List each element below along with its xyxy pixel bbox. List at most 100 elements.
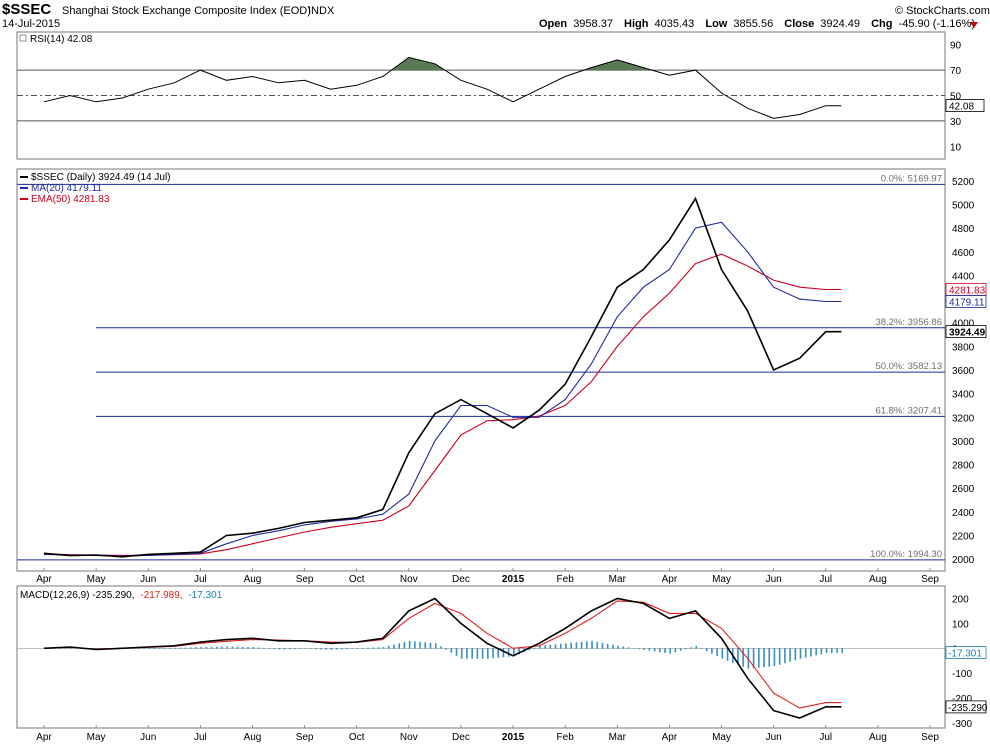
macd-histogram-bar [726,648,729,661]
macd-histogram-bar [539,645,541,649]
x-tick-label: Mar [609,574,627,585]
macd-histogram-bar [169,647,171,649]
price-tick-label: 2200 [952,532,975,543]
macd-histogram-bar [445,648,447,650]
macd-histogram-bar [580,641,583,649]
x-tick-label: Oct [349,732,365,743]
macd-histogram-bar [825,648,828,654]
x-tick-label: Apr [662,732,678,743]
fib-label: 61.8%: 3207.41 [875,405,942,416]
macd-histogram-bar [591,640,593,649]
macd-histogram-bar [262,647,265,649]
macd-histogram-bar [742,648,744,667]
x-tick-label: Mar [609,732,627,743]
x-tick-label: Jun [140,732,156,743]
price-tick-label: 4400 [952,271,975,282]
x-tick-label: 2015 [502,732,525,743]
macd-histogram-bar [487,648,489,659]
chg-value: -45.90 (-1.16%) [899,18,975,30]
x-tick-label: Apr [36,574,52,585]
macd-histogram-bar [570,642,572,649]
macd-histogram-bar [492,648,494,659]
rsi-value-box-frame [945,99,985,112]
macd-histogram-bar [554,644,557,649]
macd-histogram-bar [387,645,390,649]
hist-label: -17.301 [188,590,222,601]
macd-histogram-bar [377,647,380,649]
macd-histogram-bar [716,648,718,657]
x-tick-label: Jul [194,732,207,743]
macd-value-box: -17.301 [945,646,987,660]
macd-histogram-bar [778,648,781,665]
macd-histogram-bar [163,647,166,649]
macd-histogram-bar [257,647,260,649]
macd-histogram-bar [622,646,625,649]
price-tick-label: 3800 [952,342,975,353]
macd-histogram-bar [288,648,291,650]
price-value-box: 4179.11 [945,295,987,309]
macd-histogram-bar [638,648,640,650]
price-tick-label: 4800 [952,224,975,235]
macd-histogram-bar [424,642,427,649]
price-value-box: 3924.49 [945,325,987,339]
price-legend: $SSEC (Daily) 3924.49 (14 Jul) MA(20) 41… [20,172,171,205]
macd-histogram-bar [476,648,479,659]
macd-histogram-bar [429,642,432,649]
close-value: 3924.49 [820,18,860,30]
x-tick-label: May [87,574,106,585]
macd-histogram-bar [346,648,348,650]
macd-histogram-bar [70,647,72,649]
rsi-line [43,56,842,119]
macd-histogram-bar [513,648,515,657]
macd-value-box-frame [945,700,987,714]
macd-histogram-bar [617,645,619,649]
price-tick-label: 2600 [952,484,975,495]
signal-label: -217.989, [140,590,182,601]
macd-histogram-bar [820,648,823,655]
macd-histogram-bar [304,648,307,649]
price-tick-label: 3200 [952,413,975,424]
macd-value-box-frame [945,646,987,659]
macd-histogram-bar [721,648,724,659]
macd-histogram-bar [606,643,609,649]
macd-histogram-bar [210,646,213,649]
macd-value-box: -235.290 [945,700,988,714]
rsi-tick-label: 50 [950,92,962,103]
macd-histogram-bar [685,648,687,650]
macd-histogram-bar [367,647,369,649]
macd-histogram-bar [393,644,395,649]
rsi-overbought-fill [44,57,842,71]
macd-histogram-bar [247,646,249,649]
rsi-label: RSI(14) 42.08 [30,34,93,45]
macd-histogram-bar [205,646,208,649]
x-tick-label: Dec [452,732,470,743]
price-tick-label: 5200 [952,177,975,188]
macd-tick-label: -300 [952,719,972,730]
ma20-line [43,221,842,557]
rsi-legend-icon [19,34,27,42]
macd-histogram-bar [737,648,739,665]
price-value-box: 4281.83 [945,282,987,296]
macd-histogram-bar [330,648,333,651]
macd-histogram-bar [669,648,672,654]
x-tick-label: Jul [819,574,832,585]
macd-line [43,597,842,719]
macd-histogram-bar [382,647,385,649]
x-tick-label: May [87,732,106,743]
macd-histogram-bar [283,648,286,650]
macd-histogram-bar [674,648,677,653]
macd-histogram-bar [434,643,437,649]
macd-histogram-bar [200,647,202,649]
chart-title: Shanghai Stock Exchange Composite Index … [62,5,311,17]
macd-histogram-bar [497,648,500,658]
macd-histogram-bar [466,648,468,659]
macd-histogram-bar [294,648,296,650]
x-tick-label: Apr [36,732,52,743]
ema50-line [43,253,842,556]
ema-legend-label: EMA(50) 4281.83 [31,194,110,205]
macd-histogram-bar [830,648,833,654]
macd-tick-label: -200 [952,694,972,705]
macd-histogram-bar [528,648,531,651]
macd-tick-label: -100 [952,669,972,680]
macd-histogram-bar [768,648,771,667]
